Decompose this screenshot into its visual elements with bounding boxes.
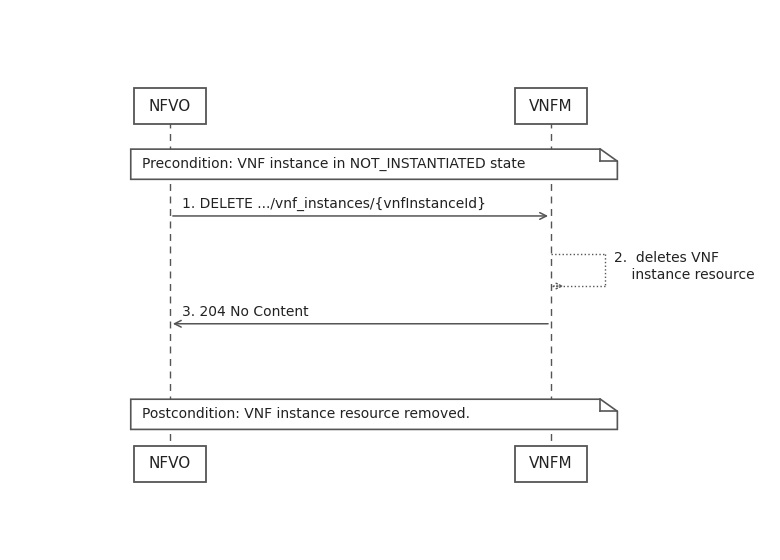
FancyBboxPatch shape (134, 88, 206, 124)
Polygon shape (131, 149, 618, 179)
Text: 2.  deletes VNF
    instance resource: 2. deletes VNF instance resource (615, 251, 755, 282)
Text: VNFM: VNFM (529, 99, 573, 114)
Text: 3. 204 No Content: 3. 204 No Content (182, 305, 309, 319)
Text: 1. DELETE .../vnf_instances/{vnfInstanceId}: 1. DELETE .../vnf_instances/{vnfInstance… (182, 197, 486, 211)
Text: VNFM: VNFM (529, 456, 573, 472)
FancyBboxPatch shape (515, 446, 587, 482)
FancyBboxPatch shape (134, 446, 206, 482)
Text: Precondition: VNF instance in NOT_INSTANTIATED state: Precondition: VNF instance in NOT_INSTAN… (142, 157, 525, 171)
Polygon shape (131, 399, 618, 430)
Text: NFVO: NFVO (149, 99, 191, 114)
Text: Postcondition: VNF instance resource removed.: Postcondition: VNF instance resource rem… (142, 407, 470, 421)
FancyBboxPatch shape (515, 88, 587, 124)
Text: NFVO: NFVO (149, 456, 191, 472)
